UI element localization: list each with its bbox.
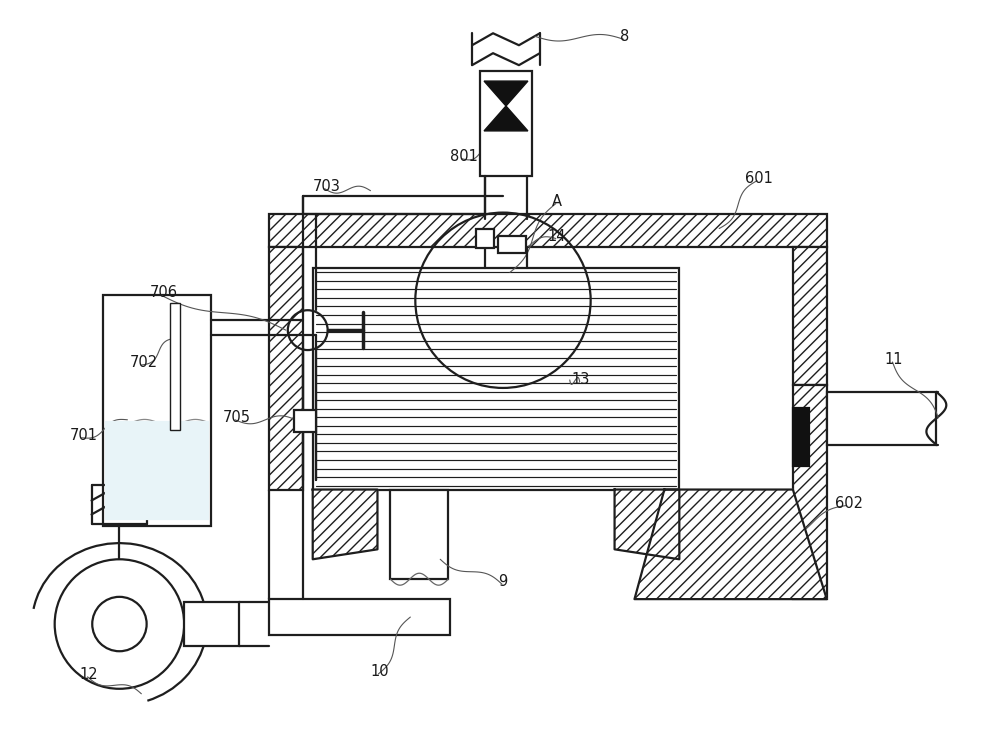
Bar (480, 71, 532, 176)
Text: 702: 702 (129, 355, 158, 370)
Text: 801: 801 (450, 149, 478, 164)
Bar (269, 213, 827, 247)
Text: 601: 601 (745, 170, 773, 186)
Text: 8: 8 (620, 30, 629, 44)
Bar (294, 410, 316, 432)
Text: 703: 703 (313, 179, 341, 193)
Bar (106, 422, 208, 520)
Text: 705: 705 (223, 410, 251, 425)
Polygon shape (615, 489, 679, 559)
Bar (184, 602, 239, 646)
Polygon shape (634, 489, 827, 599)
Polygon shape (484, 81, 528, 106)
Text: 10: 10 (370, 664, 389, 679)
Bar (390, 489, 448, 579)
Polygon shape (313, 489, 377, 559)
Bar (827, 392, 936, 445)
Bar (793, 408, 809, 466)
Text: 11: 11 (885, 352, 903, 367)
Text: 701: 701 (70, 428, 98, 443)
Bar (476, 229, 494, 249)
Text: 12: 12 (80, 667, 98, 682)
Text: 9: 9 (498, 574, 507, 589)
Bar (269, 599, 450, 635)
Text: 14: 14 (548, 229, 566, 244)
Bar (170, 303, 180, 430)
Text: 706: 706 (149, 286, 177, 300)
Bar (103, 295, 211, 526)
Text: A: A (552, 193, 562, 209)
Bar (269, 247, 303, 489)
Text: 602: 602 (835, 495, 863, 511)
Bar (793, 385, 827, 599)
Bar (498, 235, 526, 253)
Text: 13: 13 (572, 372, 590, 387)
Bar (313, 269, 679, 489)
Bar (793, 247, 827, 385)
Polygon shape (484, 106, 528, 131)
